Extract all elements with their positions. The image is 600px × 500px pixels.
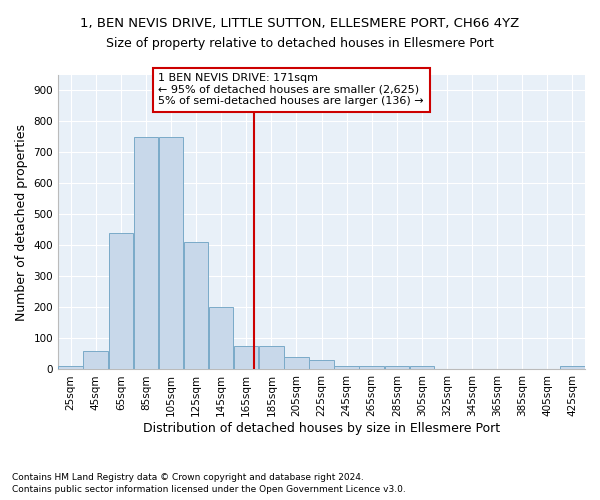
Bar: [385, 366, 409, 370]
Bar: [284, 357, 308, 370]
Bar: [560, 366, 584, 370]
Bar: [259, 346, 284, 370]
Text: Contains HM Land Registry data © Crown copyright and database right 2024.: Contains HM Land Registry data © Crown c…: [12, 472, 364, 482]
Bar: [159, 137, 183, 370]
Bar: [83, 352, 108, 370]
Bar: [359, 366, 384, 370]
Bar: [309, 360, 334, 370]
Text: Contains public sector information licensed under the Open Government Licence v3: Contains public sector information licen…: [12, 485, 406, 494]
Bar: [334, 366, 359, 370]
Y-axis label: Number of detached properties: Number of detached properties: [15, 124, 28, 320]
Text: Size of property relative to detached houses in Ellesmere Port: Size of property relative to detached ho…: [106, 38, 494, 51]
Bar: [234, 346, 259, 370]
X-axis label: Distribution of detached houses by size in Ellesmere Port: Distribution of detached houses by size …: [143, 422, 500, 435]
Bar: [410, 366, 434, 370]
Text: 1 BEN NEVIS DRIVE: 171sqm
← 95% of detached houses are smaller (2,625)
5% of sem: 1 BEN NEVIS DRIVE: 171sqm ← 95% of detac…: [158, 73, 424, 106]
Bar: [184, 242, 208, 370]
Text: 1, BEN NEVIS DRIVE, LITTLE SUTTON, ELLESMERE PORT, CH66 4YZ: 1, BEN NEVIS DRIVE, LITTLE SUTTON, ELLES…: [80, 18, 520, 30]
Bar: [134, 137, 158, 370]
Bar: [58, 366, 83, 370]
Bar: [109, 233, 133, 370]
Bar: [209, 308, 233, 370]
